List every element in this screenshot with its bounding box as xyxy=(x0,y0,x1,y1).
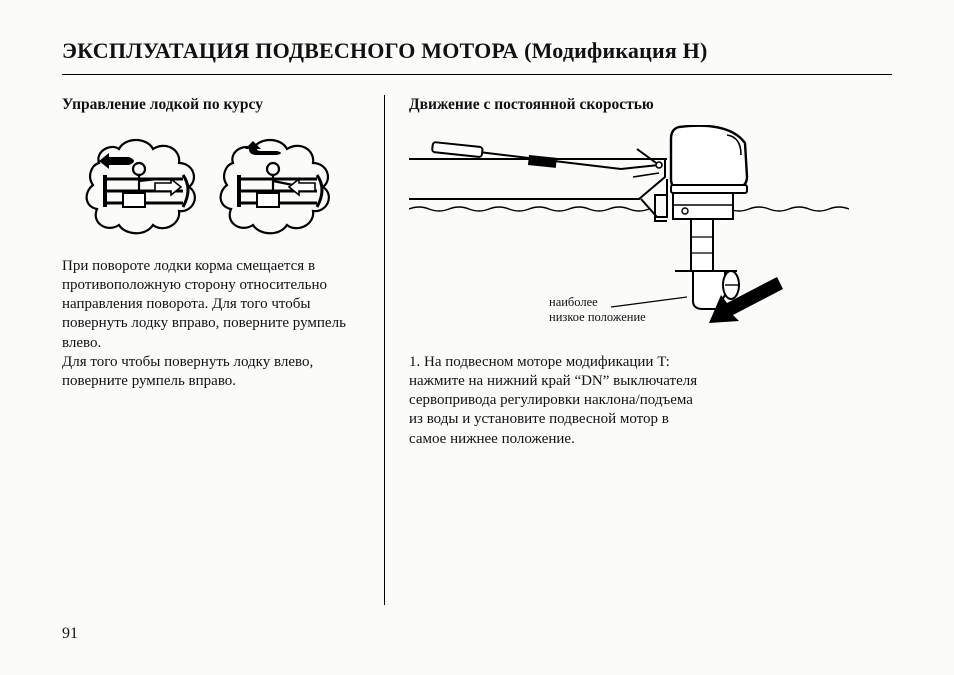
figure-outboard-motor: наиболее низкое положение xyxy=(409,125,849,335)
heading-steering: Управление лодкой по курсу xyxy=(62,95,362,115)
motor-caption-line1: наиболее xyxy=(549,295,598,309)
heading-cruising: Движение с постоянной скоростью xyxy=(409,95,889,115)
page-title: ЭКСПЛУАТАЦИЯ ПОДВЕСНОГО МОТОРА (Модифика… xyxy=(62,38,892,75)
page-number: 91 xyxy=(62,625,78,643)
column-steering: Управление лодкой по курсу xyxy=(62,95,385,605)
column-cruising: Движение с постоянной скоростью xyxy=(385,95,889,605)
figure-steering xyxy=(62,135,362,235)
motor-caption: наиболее низкое положение xyxy=(549,295,646,325)
cruising-step-1: 1. На подвесном моторе модификации T: на… xyxy=(409,353,709,449)
steering-paragraph-1: При повороте лодки корма смещается в про… xyxy=(62,257,362,353)
steering-bubble-right-icon xyxy=(219,135,339,235)
steering-paragraph-2: Для того чтобы повернуть лодку влево, по… xyxy=(62,353,362,391)
motor-caption-line2: низкое положение xyxy=(549,310,646,324)
steering-bubble-left-icon xyxy=(85,135,205,235)
